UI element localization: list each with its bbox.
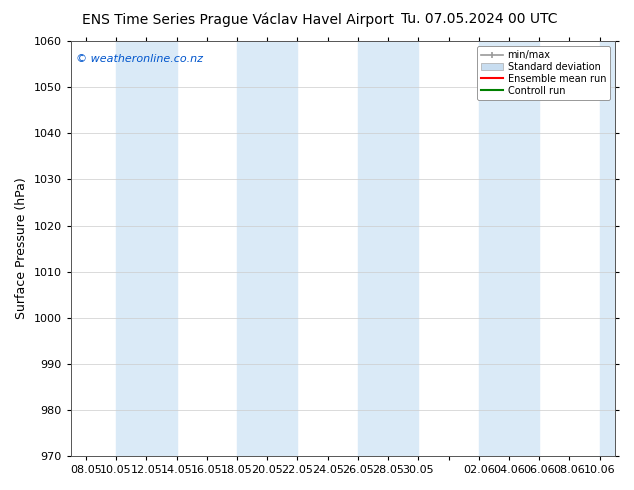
Text: ENS Time Series Prague Václav Havel Airport: ENS Time Series Prague Václav Havel Airp… bbox=[82, 12, 394, 27]
Bar bbox=[237, 41, 297, 456]
Y-axis label: Surface Pressure (hPa): Surface Pressure (hPa) bbox=[15, 178, 28, 319]
Bar bbox=[479, 41, 540, 456]
Legend: min/max, Standard deviation, Ensemble mean run, Controll run: min/max, Standard deviation, Ensemble me… bbox=[477, 46, 610, 99]
Text: Tu. 07.05.2024 00 UTC: Tu. 07.05.2024 00 UTC bbox=[401, 12, 558, 26]
Bar bbox=[600, 41, 634, 456]
Bar bbox=[358, 41, 418, 456]
Text: © weatheronline.co.nz: © weatheronline.co.nz bbox=[76, 54, 203, 64]
Bar bbox=[116, 41, 176, 456]
